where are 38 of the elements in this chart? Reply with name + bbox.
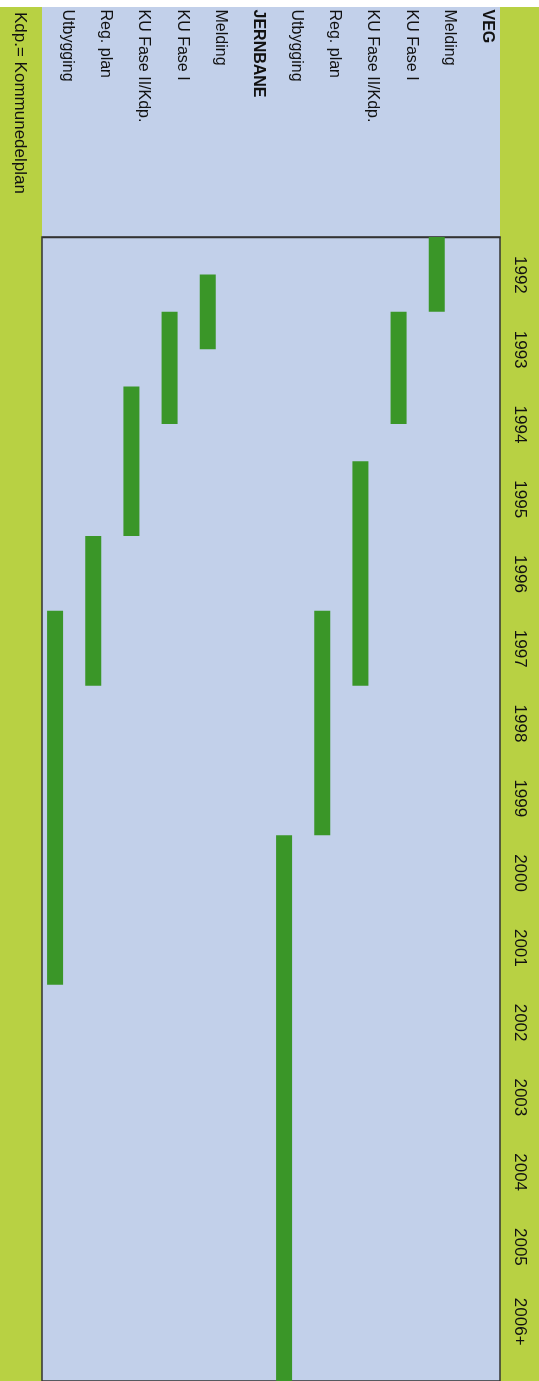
bar <box>314 610 331 836</box>
y-tick-label: 1992 <box>510 255 530 294</box>
text: Kdp.= Kommunedelplan <box>10 12 30 194</box>
y-tick-label: 1994 <box>510 405 530 444</box>
y-tick-label: 2000 <box>510 854 530 892</box>
y-tick-label: 2002 <box>510 1003 530 1042</box>
x-tick-label: KU Fase II/Kdp. <box>365 9 383 123</box>
bar <box>47 610 64 985</box>
y-tick-label: 1993 <box>510 330 530 369</box>
x-tick-label: Reg. plan <box>98 9 116 78</box>
y-tick-label: 1995 <box>510 480 530 519</box>
y-tick-label: 1996 <box>510 555 530 593</box>
bar <box>352 461 369 686</box>
bar <box>428 237 445 312</box>
x-tick-label: Utbygging <box>60 9 78 82</box>
bar <box>161 311 178 424</box>
y-tick-label: 1998 <box>510 704 530 743</box>
x-tick-label: Reg. plan <box>327 9 345 78</box>
y-tick-label: 2006+ <box>510 1297 530 1346</box>
bar <box>85 536 102 686</box>
x-tick-label: Melding <box>212 9 230 66</box>
y-tick-label: 2001 <box>510 928 530 967</box>
y-tick-label: 2005 <box>510 1228 530 1266</box>
x-tick-label: Utbygging <box>289 9 307 82</box>
x-tick-label: VEG <box>479 9 497 44</box>
x-tick-label: JERNBANE <box>250 9 268 98</box>
y-tick-label: 1999 <box>510 779 530 818</box>
bar <box>276 835 293 1381</box>
bar <box>390 311 407 424</box>
x-tick-label: KU Fase I <box>174 9 192 81</box>
x-tick-label: KU Fase II/Kdp. <box>136 9 154 123</box>
bar <box>199 274 216 350</box>
x-tick-label: Melding <box>441 9 459 66</box>
y-tick-label: 2003 <box>510 1078 530 1117</box>
bar <box>123 386 140 537</box>
x-tick-label: KU Fase I <box>403 9 421 81</box>
y-tick-label: 1997 <box>510 629 530 668</box>
y-tick-label: 2004 <box>510 1153 530 1192</box>
